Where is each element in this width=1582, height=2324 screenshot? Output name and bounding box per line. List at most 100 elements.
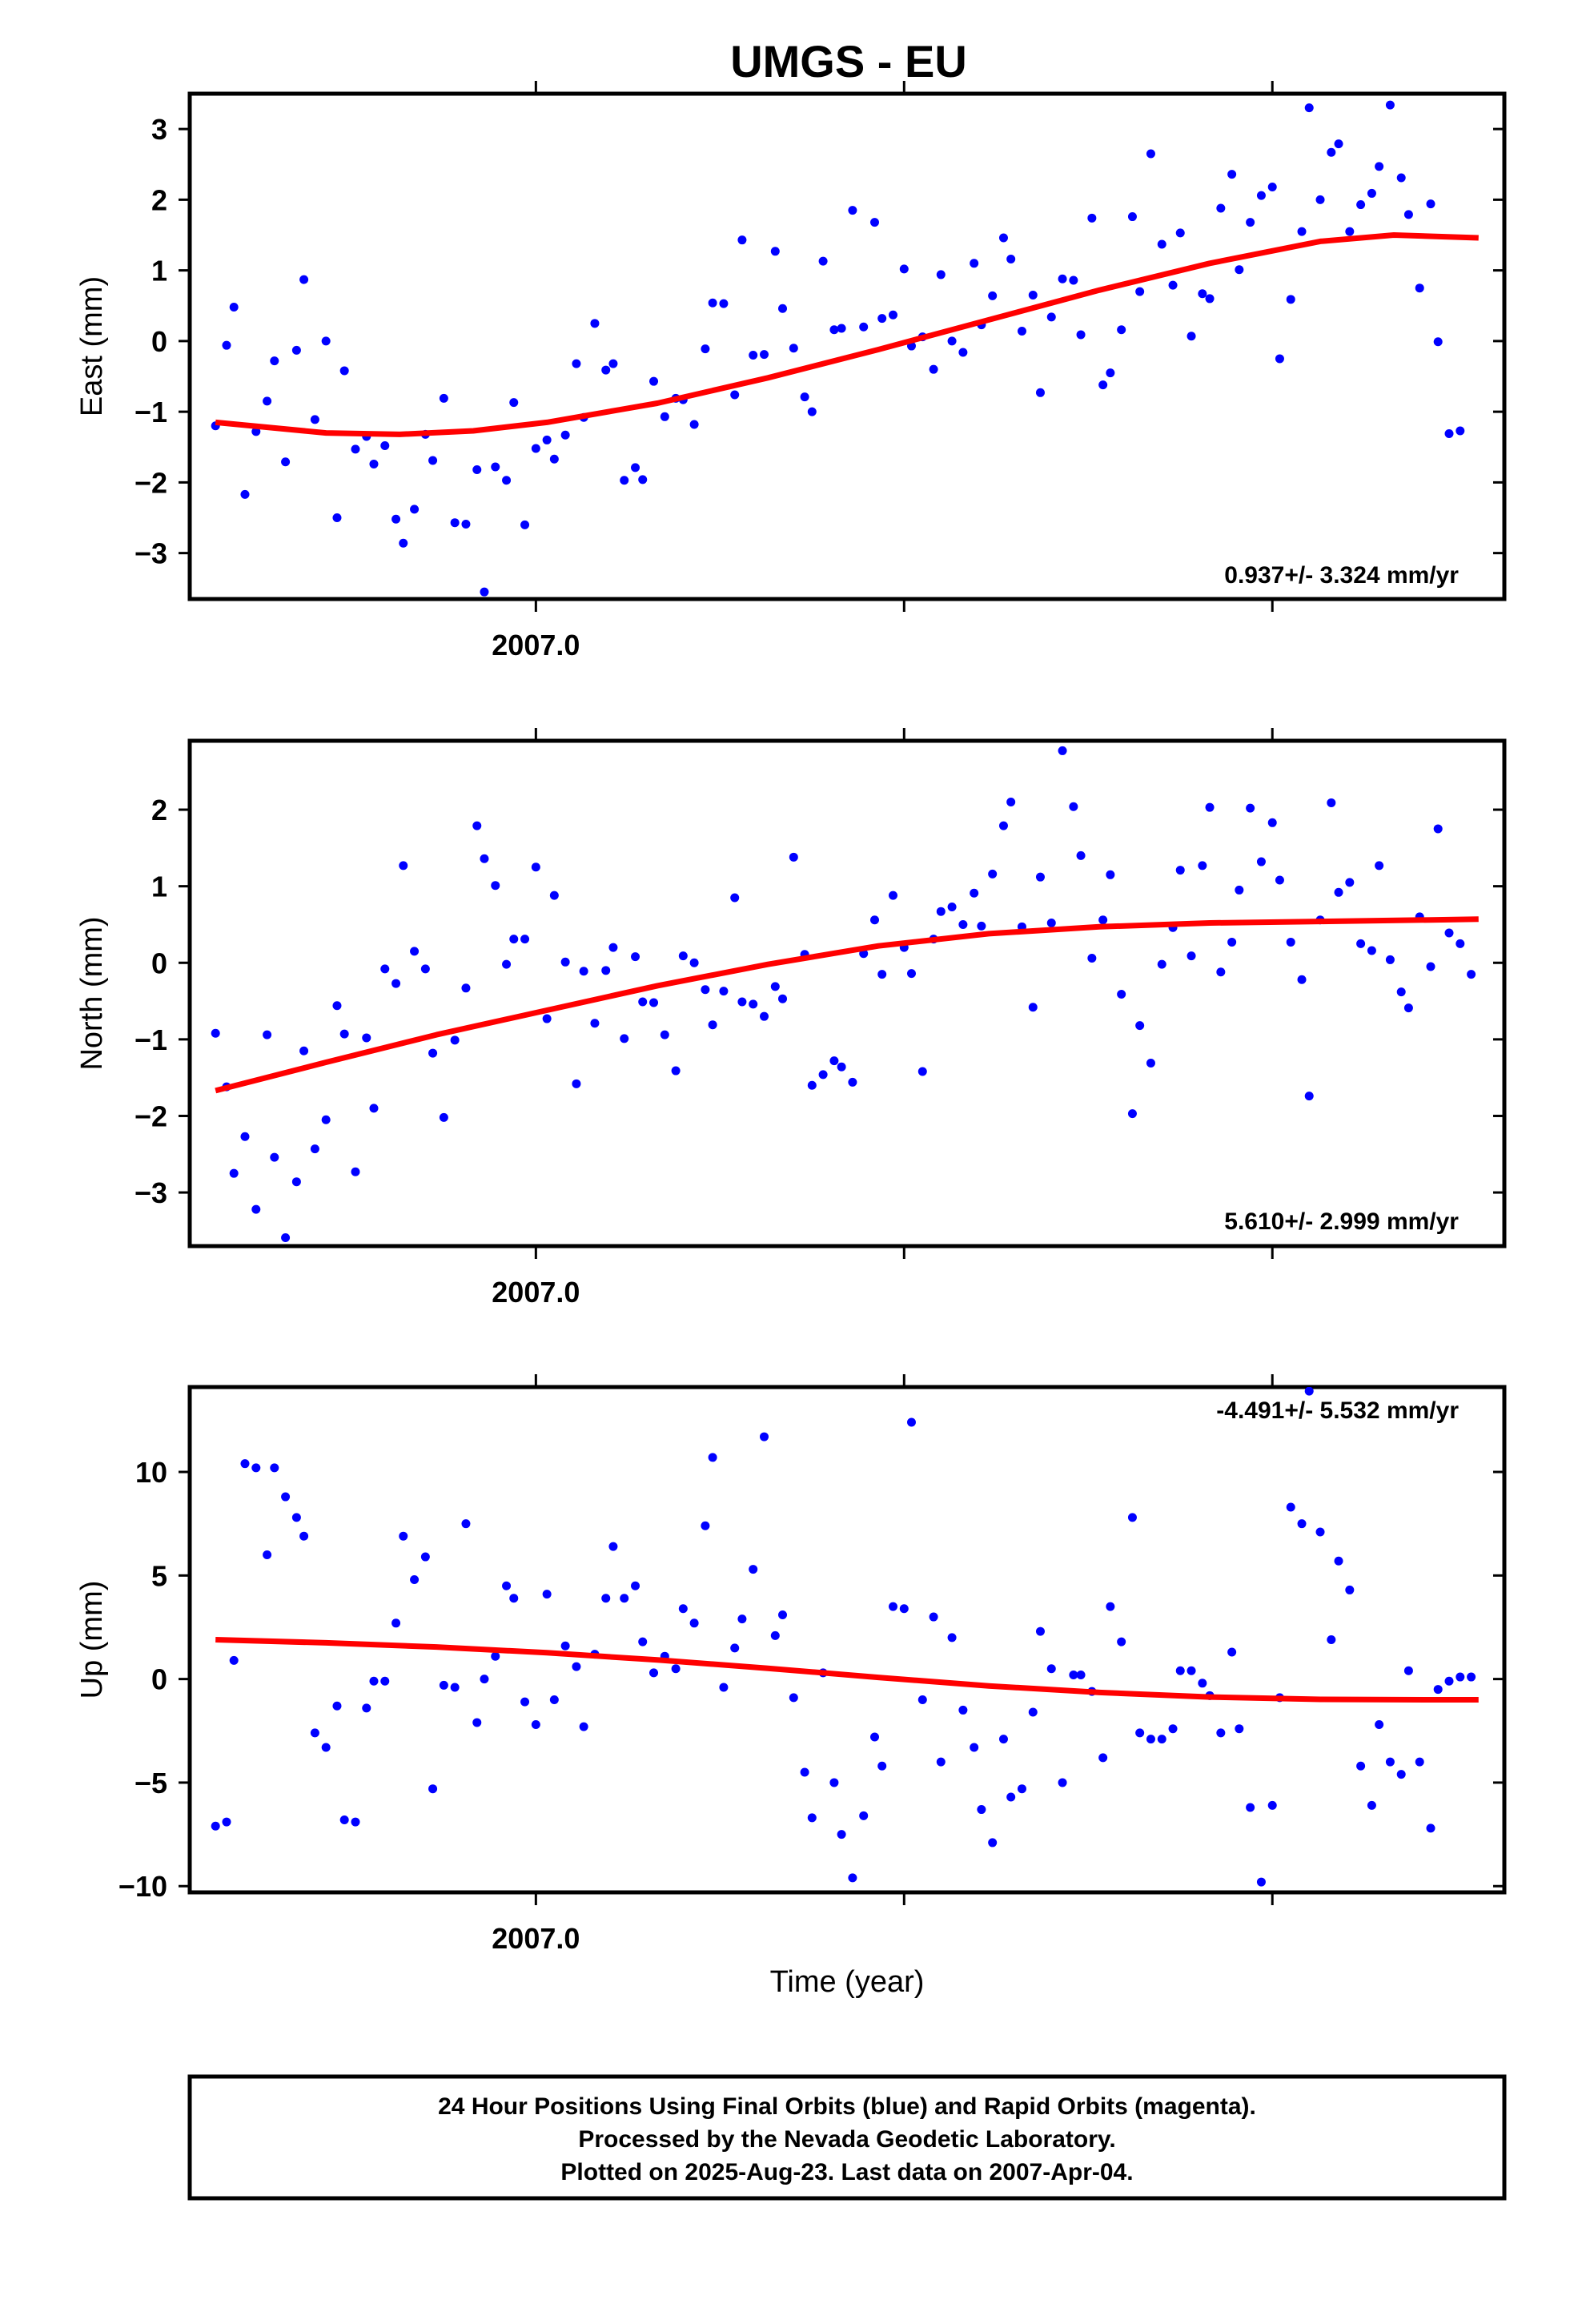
up-point <box>222 1817 231 1827</box>
north-point <box>1385 955 1395 964</box>
north-point <box>708 1020 717 1030</box>
north-point <box>579 967 588 976</box>
east-point <box>1345 227 1355 236</box>
north-point <box>1246 803 1255 813</box>
east-point <box>472 464 482 474</box>
up-point <box>1117 1637 1126 1647</box>
up-point <box>947 1633 957 1642</box>
east-point <box>1304 103 1314 113</box>
east-point <box>1403 210 1413 219</box>
east-point <box>1028 291 1038 300</box>
east-data-layer <box>211 0 1483 597</box>
east-point <box>869 218 879 227</box>
up-point <box>321 1743 331 1752</box>
north-ytick-label: −3 <box>135 1176 167 1209</box>
east-point <box>620 476 629 485</box>
east-point <box>1235 265 1244 275</box>
up-point <box>719 1683 729 1692</box>
up-point <box>450 1683 460 1692</box>
north-point <box>1098 915 1108 925</box>
north-point <box>1267 818 1277 827</box>
north-fit-line <box>215 916 1479 1094</box>
up-point <box>638 1637 648 1647</box>
up-point <box>472 1718 482 1727</box>
north-point <box>631 952 640 962</box>
east-point <box>1017 327 1026 336</box>
east-point <box>1157 239 1166 249</box>
north-point <box>689 958 699 967</box>
up-point <box>929 1612 938 1622</box>
north-point <box>1069 802 1078 811</box>
east-point <box>1246 218 1255 227</box>
up-point <box>1157 1735 1166 1744</box>
up-point <box>1146 1735 1155 1744</box>
east-point <box>1006 255 1016 264</box>
east-point <box>410 505 420 514</box>
east-point <box>1385 100 1395 110</box>
east-point <box>251 427 261 436</box>
up-point <box>601 1594 611 1603</box>
east-point <box>1286 295 1295 304</box>
north-point <box>229 1168 239 1178</box>
up-point <box>1028 1707 1038 1717</box>
north-point <box>472 821 482 830</box>
up-point <box>410 1575 420 1585</box>
north-point <box>1297 975 1307 984</box>
north-point <box>730 893 740 903</box>
up-point <box>689 1618 699 1628</box>
up-point <box>339 1815 349 1824</box>
north-point <box>1474 0 1483 5</box>
up-point <box>1168 1724 1178 1734</box>
east-point <box>877 314 887 324</box>
east-point <box>439 393 448 403</box>
up-data-layer <box>211 1387 1479 1887</box>
up-point <box>1304 1387 1314 1396</box>
up-ytick-label: 5 <box>151 1559 167 1592</box>
north-point <box>970 888 979 898</box>
east-point <box>737 235 747 245</box>
east-point <box>1474 0 1483 5</box>
up-point <box>1006 1792 1016 1802</box>
up-point <box>211 1821 220 1831</box>
north-point <box>240 1132 250 1141</box>
north-point <box>638 997 648 1007</box>
north-point <box>439 1112 448 1122</box>
east-point <box>339 366 349 376</box>
up-point <box>1403 1666 1413 1675</box>
north-y-axis-label: North (mm) <box>75 916 109 1070</box>
east-point <box>608 359 618 368</box>
up-point <box>263 1550 272 1559</box>
up-point <box>491 1651 500 1661</box>
up-point <box>859 1811 869 1820</box>
up-point <box>778 1610 788 1619</box>
north-point <box>1028 1003 1038 1012</box>
north-point <box>1367 946 1376 955</box>
up-point <box>480 1675 489 1684</box>
north-point <box>461 983 471 993</box>
up-point <box>351 1817 360 1827</box>
east-rate-label: 0.937+/- 3.324 mm/yr <box>1224 562 1459 589</box>
north-point <box>1227 937 1237 947</box>
up-point <box>1127 1513 1137 1522</box>
up-point <box>1315 1527 1325 1537</box>
east-point <box>1334 139 1343 149</box>
east-point <box>631 463 640 472</box>
north-point <box>263 1030 272 1039</box>
up-point <box>299 1531 309 1541</box>
up-xtick-label: 2007.0 <box>492 1922 580 1955</box>
up-point <box>829 1778 839 1787</box>
north-point <box>1286 937 1295 947</box>
up-point <box>240 1459 250 1469</box>
up-point <box>1076 1670 1086 1679</box>
up-point <box>1367 1800 1376 1810</box>
east-point <box>590 319 600 328</box>
up-point <box>1467 1672 1476 1682</box>
north-point <box>837 1062 846 1072</box>
east-point <box>1315 195 1325 204</box>
up-point <box>420 1552 430 1562</box>
up-point <box>1035 1626 1045 1636</box>
east-point <box>572 359 581 368</box>
east-point <box>1117 325 1126 335</box>
north-point <box>339 1029 349 1039</box>
east-point <box>291 345 301 355</box>
